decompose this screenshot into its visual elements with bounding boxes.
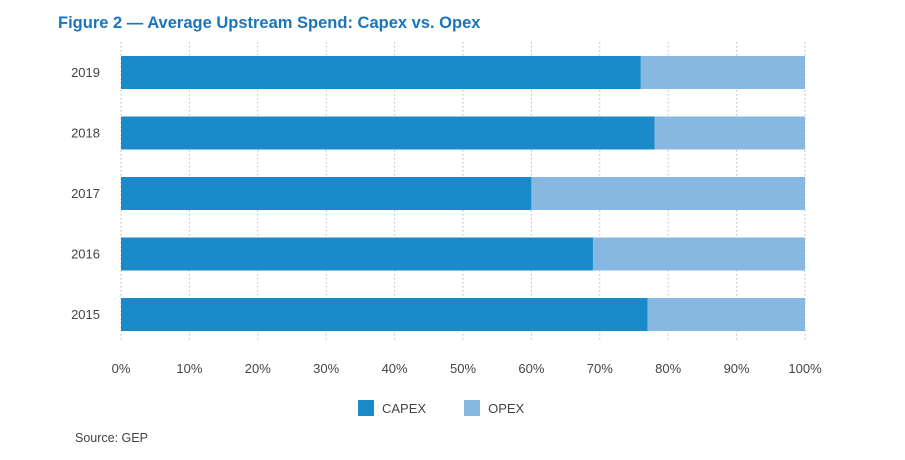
bar-opex-2015 <box>647 298 805 331</box>
x-tick-label: 30% <box>313 361 339 376</box>
bars <box>121 56 805 331</box>
x-tick-label: 10% <box>176 361 202 376</box>
x-tick-label: 0% <box>112 361 131 376</box>
x-tick-label: 80% <box>655 361 681 376</box>
x-tick-label: 70% <box>587 361 613 376</box>
category-labels: 2019 2018 2017 2016 2015 <box>71 65 100 322</box>
x-tick-label: 100% <box>788 361 822 376</box>
bar-opex-2019 <box>640 56 805 89</box>
chart-title: Figure 2 — Average Upstream Spend: Capex… <box>58 14 481 32</box>
category-label: 2017 <box>71 186 100 201</box>
x-tick-label: 90% <box>724 361 750 376</box>
bar-capex-2017 <box>121 177 532 210</box>
bar-capex-2016 <box>121 237 593 271</box>
legend-swatch-opex <box>464 400 481 416</box>
bar-capex-2015 <box>121 298 648 331</box>
x-tick-label: 20% <box>245 361 271 376</box>
bar-opex-2016 <box>592 237 805 271</box>
x-tick-label: 50% <box>450 361 476 376</box>
category-label: 2018 <box>71 126 100 141</box>
bar-opex-2018 <box>654 116 805 150</box>
x-axis-labels: 0% 10% 20% 30% 40% 50% 60% 70% 80% 90% 100% <box>112 361 822 376</box>
category-label: 2015 <box>71 307 100 322</box>
category-label: 2016 <box>71 247 100 262</box>
legend-swatch-capex <box>358 400 374 416</box>
legend-label-opex: OPEX <box>488 400 525 416</box>
x-tick-label: 60% <box>518 361 544 376</box>
bar-capex-2018 <box>121 116 655 150</box>
source-note: Source: GEP <box>75 431 148 445</box>
legend-label-capex: CAPEX <box>382 400 427 416</box>
x-tick-label: 40% <box>382 361 408 376</box>
legend-item-capex: CAPEX <box>358 400 426 416</box>
legend-item-opex: OPEX <box>464 400 524 416</box>
category-label: 2019 <box>71 65 100 80</box>
legend: CAPEX OPEX <box>358 400 524 416</box>
bar-capex-2019 <box>121 56 641 89</box>
bar-opex-2017 <box>531 177 805 210</box>
